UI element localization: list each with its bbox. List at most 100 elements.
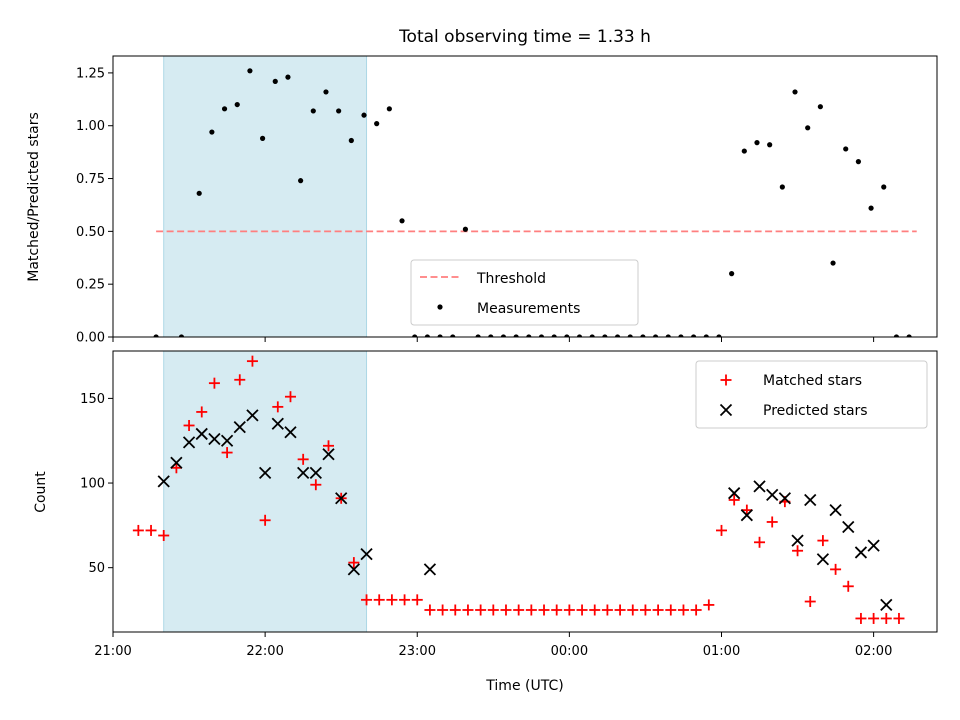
matched-star-point	[855, 612, 867, 624]
bottom-y-tick-label: 100	[80, 477, 105, 492]
legend-frame	[410, 259, 639, 326]
matched-star-point	[576, 604, 588, 616]
predicted-star-point	[284, 426, 297, 439]
matched-star-point	[804, 596, 816, 608]
top-plot-content	[153, 56, 917, 337]
matched-star-point	[677, 604, 689, 616]
measurement-point	[178, 334, 185, 337]
predicted-star-point	[360, 547, 373, 561]
measurement-point	[576, 334, 583, 337]
matched-star-point	[893, 612, 905, 624]
measurement-point	[678, 334, 684, 337]
measurement-point	[348, 137, 354, 144]
matched-star-point	[272, 401, 284, 413]
measurement-point	[627, 334, 633, 337]
measurement-point	[462, 226, 469, 232]
top-y-tick-label: 1.00	[76, 119, 105, 134]
predicted-star-point	[854, 546, 868, 559]
measurement-point	[500, 334, 507, 337]
bottom-y-tick-label: 50	[88, 561, 105, 576]
matched-star-point	[665, 604, 677, 616]
chart-title: Total observing time = 1.33 h	[398, 27, 651, 47]
matched-star-point	[158, 530, 170, 542]
measurement-point	[386, 106, 392, 112]
predicted-star-point	[157, 475, 170, 488]
measurement-point	[450, 334, 456, 337]
matched-star-point	[639, 604, 651, 616]
measurement-point	[361, 112, 367, 118]
x-tick-label: 23:00	[399, 644, 436, 659]
measurement-point	[741, 148, 747, 154]
measurement-point	[640, 334, 646, 337]
measurement-point	[247, 68, 253, 74]
x-axis-label: Time (UTC)	[485, 678, 563, 694]
matched-star-point	[462, 604, 474, 616]
predicted-star-point	[753, 480, 766, 493]
top-legend: Threshold Measurements	[410, 259, 639, 326]
predicted-star-point	[880, 598, 893, 612]
measurement-point	[614, 334, 621, 337]
matched-star-point	[627, 604, 639, 616]
matched-star-point	[880, 612, 892, 624]
bottom-panel: Count Time (UTC) Matched stars Predicted …	[33, 350, 938, 694]
top-y-tick-label: 0.25	[76, 278, 105, 293]
measurement-point	[564, 334, 570, 337]
bottom-shaded-interval	[163, 351, 368, 632]
matched-star-point	[817, 535, 829, 547]
measurement-point	[729, 271, 735, 277]
matched-star-point	[563, 604, 575, 616]
bottom-plot-content	[132, 351, 905, 632]
legend-measurements-swatch	[437, 304, 443, 310]
matched-star-point	[868, 612, 880, 624]
matched-star-point	[373, 594, 385, 606]
x-tick-label: 00:00	[551, 644, 588, 659]
matched-star-point	[487, 604, 499, 616]
measurement-point	[830, 260, 836, 266]
measurement-point	[855, 159, 862, 165]
matched-star-point	[500, 604, 512, 616]
measurement-point	[209, 129, 215, 135]
predicted-star-point	[170, 456, 183, 469]
predicted-star-point	[804, 493, 817, 507]
measurement-point	[589, 334, 595, 337]
top-y-tick-label: 1.25	[76, 66, 105, 81]
measurement-point	[551, 334, 557, 337]
matched-star-point	[399, 594, 411, 606]
bottom-plot-frame	[112, 350, 938, 633]
bottom-y-axis-label: Count	[33, 471, 49, 513]
measurement-point	[754, 140, 760, 146]
matched-star-point	[132, 524, 144, 536]
measurement-point	[196, 190, 202, 196]
predicted-star-point	[867, 539, 880, 552]
predicted-star-point	[423, 563, 437, 576]
predicted-star-point	[335, 492, 348, 505]
measurement-point	[424, 334, 430, 337]
matched-star-point	[145, 524, 157, 536]
top-y-tick-label: 0.00	[76, 331, 105, 346]
measurement-point	[817, 104, 823, 110]
predicted-star-point	[816, 553, 830, 566]
bottom-legend: Matched stars Predicted stars	[695, 360, 928, 429]
measurement-point	[437, 334, 443, 337]
matched-star-point	[551, 604, 563, 616]
matched-star-point	[741, 504, 753, 516]
measurement-point	[538, 334, 545, 337]
matched-star-point	[754, 536, 766, 548]
matched-star-point	[246, 355, 258, 367]
measurement-point	[805, 125, 811, 131]
top-plot-frame	[112, 55, 938, 338]
predicted-star-point	[297, 466, 310, 480]
top-y-axis-label: Matched/Predicted stars	[26, 112, 42, 282]
matched-star-point	[614, 604, 626, 616]
matched-star-point	[513, 604, 525, 616]
matched-star-point	[715, 524, 727, 536]
matched-star-point	[297, 453, 309, 465]
legend-predicted-swatch	[719, 403, 733, 417]
predicted-star-point	[195, 427, 208, 441]
top-shaded-interval	[163, 56, 368, 337]
matched-star-point	[652, 604, 664, 616]
legend-measurements-label: Measurements	[477, 301, 580, 317]
measurement-point	[767, 142, 773, 148]
measurement-point	[374, 121, 380, 127]
matched-star-point	[437, 604, 449, 616]
